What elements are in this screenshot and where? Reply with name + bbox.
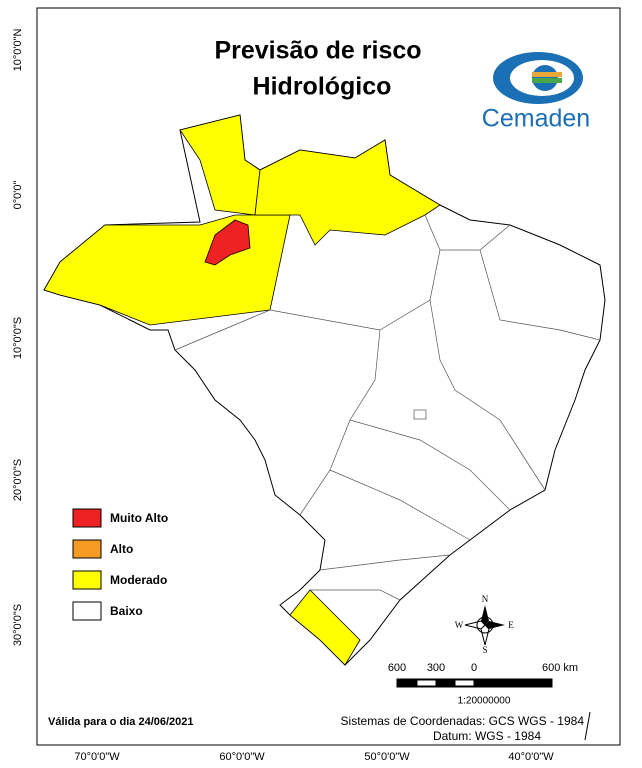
legend-swatch <box>72 508 102 528</box>
legend-swatch <box>72 601 102 621</box>
lon-label: 50°0'0"W <box>364 751 410 763</box>
compass-label: S <box>482 645 487 655</box>
lat-label: 10°0'0"S <box>12 317 24 359</box>
lon-label: 60°0'0"W <box>219 751 265 763</box>
scale-label: 600 km <box>542 662 578 674</box>
logo-text: Cemaden <box>482 105 590 133</box>
compass-label: E <box>508 620 514 630</box>
validity: Válida para o dia 24/06/2021 <box>48 716 194 728</box>
scale-label: 0 <box>471 662 477 674</box>
lon-label: 70°0'0"W <box>74 751 120 763</box>
title: Previsão de risco <box>214 37 421 65</box>
lat-label: 0°0'0" <box>12 181 24 210</box>
region-muito-alto <box>204 219 251 266</box>
scale-ratio: 1:20000000 <box>458 696 511 707</box>
datum: Datum: WGS - 1984 <box>433 729 541 743</box>
compass-label: W <box>455 620 464 630</box>
region-moderado <box>254 139 441 246</box>
legend-label: Baixo <box>110 604 143 618</box>
compass <box>464 605 505 646</box>
crs: Sistemas de Coordenadas: GCS WGS - 1984 <box>341 714 585 728</box>
legend-swatch <box>72 570 102 590</box>
lat-label: 30°0'0"S <box>12 604 24 646</box>
footer-mark <box>584 711 591 741</box>
region-moderado <box>289 589 361 666</box>
legend-swatch <box>72 539 102 559</box>
lat-label: 20°0'0"S <box>12 459 24 501</box>
state-borders <box>174 214 601 601</box>
legend-label: Alto <box>110 542 133 556</box>
title: Hidrológico <box>253 73 392 101</box>
scale-label: 300 <box>427 662 445 674</box>
compass-label: N <box>482 594 489 604</box>
scale-bar <box>396 678 553 688</box>
lat-label: 10°0'0"N <box>12 29 24 72</box>
scale-label: 600 <box>388 662 406 674</box>
legend-label: Moderado <box>110 573 167 587</box>
logo-icon <box>493 52 583 104</box>
lon-label: 40°0'0"W <box>508 751 554 763</box>
legend-label: Muito Alto <box>110 511 168 525</box>
